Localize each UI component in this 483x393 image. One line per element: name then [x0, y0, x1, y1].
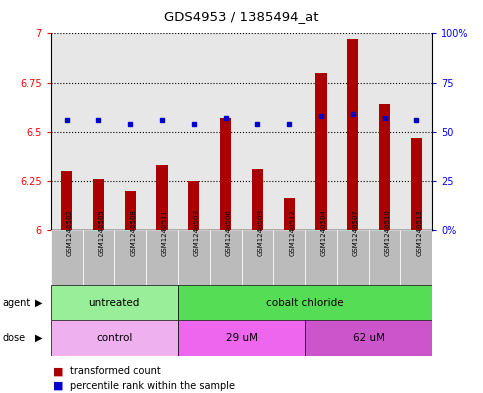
Text: GSM1240512: GSM1240512: [289, 209, 295, 256]
Text: GSM1240507: GSM1240507: [353, 209, 359, 256]
Bar: [400, 230, 432, 285]
Bar: [146, 230, 178, 285]
Bar: [379, 104, 390, 230]
Bar: [178, 230, 210, 285]
Bar: [51, 230, 83, 285]
Bar: [369, 33, 400, 230]
Text: GSM1240513: GSM1240513: [416, 209, 423, 256]
Bar: [61, 171, 72, 230]
Bar: [93, 179, 104, 230]
Text: GSM1240511: GSM1240511: [162, 209, 168, 256]
Bar: [273, 230, 305, 285]
Bar: [210, 230, 242, 285]
Text: GDS4953 / 1385494_at: GDS4953 / 1385494_at: [164, 10, 319, 23]
Text: cobalt chloride: cobalt chloride: [266, 298, 344, 308]
Bar: [347, 39, 358, 230]
Bar: [315, 73, 327, 230]
Bar: [51, 320, 178, 356]
Text: GSM1240503: GSM1240503: [194, 209, 200, 256]
Bar: [83, 230, 114, 285]
Bar: [242, 230, 273, 285]
Bar: [146, 33, 178, 230]
Bar: [156, 165, 168, 230]
Bar: [337, 33, 369, 230]
Bar: [178, 320, 305, 356]
Bar: [51, 285, 178, 320]
Text: control: control: [96, 333, 132, 343]
Text: agent: agent: [2, 298, 30, 308]
Bar: [305, 33, 337, 230]
Text: 29 uM: 29 uM: [226, 333, 257, 343]
Bar: [178, 33, 210, 230]
Bar: [305, 320, 432, 356]
Bar: [337, 230, 369, 285]
Text: GSM1240502: GSM1240502: [67, 209, 72, 256]
Text: untreated: untreated: [88, 298, 140, 308]
Text: ■: ■: [53, 381, 64, 391]
Bar: [284, 198, 295, 230]
Text: transformed count: transformed count: [70, 366, 161, 376]
Bar: [252, 169, 263, 230]
Text: GSM1240504: GSM1240504: [321, 209, 327, 256]
Text: GSM1240505: GSM1240505: [99, 209, 104, 256]
Text: 62 uM: 62 uM: [353, 333, 384, 343]
Bar: [114, 33, 146, 230]
Text: ▶: ▶: [35, 333, 43, 343]
Bar: [411, 138, 422, 230]
Text: dose: dose: [2, 333, 26, 343]
Bar: [83, 33, 114, 230]
Bar: [188, 181, 199, 230]
Bar: [273, 33, 305, 230]
Bar: [125, 191, 136, 230]
Bar: [178, 285, 432, 320]
Bar: [114, 230, 146, 285]
Bar: [369, 230, 400, 285]
Bar: [210, 33, 242, 230]
Text: GSM1240509: GSM1240509: [257, 209, 263, 256]
Bar: [400, 33, 432, 230]
Bar: [220, 118, 231, 230]
Text: GSM1240506: GSM1240506: [226, 209, 232, 256]
Bar: [305, 230, 337, 285]
Text: GSM1240510: GSM1240510: [384, 209, 391, 256]
Bar: [51, 33, 83, 230]
Text: ■: ■: [53, 366, 64, 376]
Text: percentile rank within the sample: percentile rank within the sample: [70, 381, 235, 391]
Bar: [242, 33, 273, 230]
Text: GSM1240508: GSM1240508: [130, 209, 136, 256]
Text: ▶: ▶: [35, 298, 43, 308]
